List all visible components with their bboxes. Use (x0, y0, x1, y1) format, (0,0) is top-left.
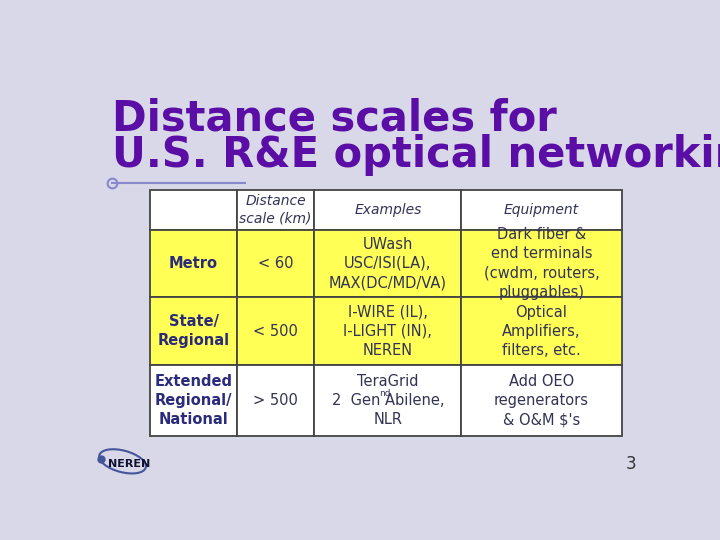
Text: UWash
USC/ISI(LA),
MAX(DC/MD/VA): UWash USC/ISI(LA), MAX(DC/MD/VA) (329, 237, 447, 290)
Bar (150, 190, 237, 230)
Text: Examples: Examples (354, 202, 422, 217)
Bar (315, 230, 462, 298)
Text: Distance scales for: Distance scales for (112, 98, 557, 140)
Text: nd: nd (379, 389, 390, 398)
Text: Extended
Regional/
National: Extended Regional/ National (155, 374, 233, 427)
Text: < 60: < 60 (258, 256, 293, 271)
Bar (237, 365, 315, 436)
Bar (315, 190, 462, 230)
Text: Metro: Metro (169, 256, 218, 271)
Bar (315, 298, 462, 365)
Text: Optical
Amplifiers,
filters, etc.: Optical Amplifiers, filters, etc. (502, 305, 581, 358)
Bar (462, 230, 621, 298)
Bar (315, 365, 462, 436)
Bar (237, 230, 315, 298)
Text: TeraGrid
2  Gen Abilene,
NLR: TeraGrid 2 Gen Abilene, NLR (332, 374, 444, 427)
Text: State/
Regional: State/ Regional (158, 314, 230, 348)
Text: > 500: > 500 (253, 393, 298, 408)
Text: Dark fiber &
end terminals
(cwdm, routers,
pluggables): Dark fiber & end terminals (cwdm, router… (484, 227, 600, 300)
Text: NEREN: NEREN (107, 458, 150, 469)
Bar (237, 298, 315, 365)
Text: U.S. R&E optical networking: U.S. R&E optical networking (112, 134, 720, 176)
Bar (150, 365, 237, 436)
Bar (150, 298, 237, 365)
Text: 3: 3 (626, 455, 636, 473)
Bar (462, 190, 621, 230)
Text: I-WIRE (IL),
I-LIGHT (IN),
NEREN: I-WIRE (IL), I-LIGHT (IN), NEREN (343, 305, 433, 358)
Text: Add OEO
regenerators
& O&M $'s: Add OEO regenerators & O&M $'s (494, 374, 589, 427)
Bar (150, 230, 237, 298)
Bar (237, 190, 315, 230)
Text: < 500: < 500 (253, 323, 298, 339)
Text: Equipment: Equipment (504, 202, 579, 217)
Bar (462, 365, 621, 436)
Text: Distance
scale (km): Distance scale (km) (239, 194, 312, 226)
Bar (462, 298, 621, 365)
